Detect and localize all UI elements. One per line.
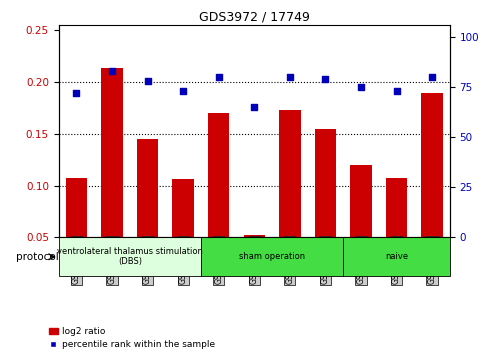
Bar xyxy=(385,178,407,289)
Text: protocol: protocol xyxy=(16,252,59,262)
Point xyxy=(285,74,293,80)
Bar xyxy=(314,129,335,289)
Point xyxy=(214,74,222,80)
Point xyxy=(427,74,435,80)
Text: GSM634964: GSM634964 xyxy=(214,238,223,284)
Text: GSM634966: GSM634966 xyxy=(285,238,294,284)
Text: GSM634962: GSM634962 xyxy=(143,238,152,284)
Bar xyxy=(343,238,449,276)
Point xyxy=(356,84,364,90)
Text: GSM634965: GSM634965 xyxy=(249,238,258,284)
Text: GSM634963: GSM634963 xyxy=(178,238,187,284)
Bar xyxy=(279,110,300,289)
Legend: log2 ratio, percentile rank within the sample: log2 ratio, percentile rank within the s… xyxy=(48,327,215,349)
Bar xyxy=(421,93,442,289)
Point xyxy=(143,78,151,84)
Bar xyxy=(349,165,371,289)
Bar xyxy=(66,178,87,289)
Text: GSM634961: GSM634961 xyxy=(107,238,116,284)
Point xyxy=(72,90,80,96)
Title: GDS3972 / 17749: GDS3972 / 17749 xyxy=(199,11,309,24)
Bar xyxy=(172,179,193,289)
Point xyxy=(108,68,116,74)
Text: GSM634969: GSM634969 xyxy=(391,238,400,284)
Text: GSM634968: GSM634968 xyxy=(356,238,365,284)
Point xyxy=(179,88,187,94)
Text: ventrolateral thalamus stimulation
(DBS): ventrolateral thalamus stimulation (DBS) xyxy=(57,247,203,267)
Bar xyxy=(59,238,201,276)
Text: sham operation: sham operation xyxy=(239,252,305,261)
Text: GSM634967: GSM634967 xyxy=(320,238,329,284)
Bar xyxy=(137,139,158,289)
Bar xyxy=(201,238,343,276)
Bar xyxy=(243,235,264,289)
Text: naive: naive xyxy=(384,252,407,261)
Point xyxy=(392,88,400,94)
Text: GSM634970: GSM634970 xyxy=(427,238,436,284)
Bar xyxy=(207,113,229,289)
Text: GSM634960: GSM634960 xyxy=(72,238,81,284)
Point xyxy=(321,76,328,82)
Bar xyxy=(101,68,122,289)
Point xyxy=(250,104,258,110)
